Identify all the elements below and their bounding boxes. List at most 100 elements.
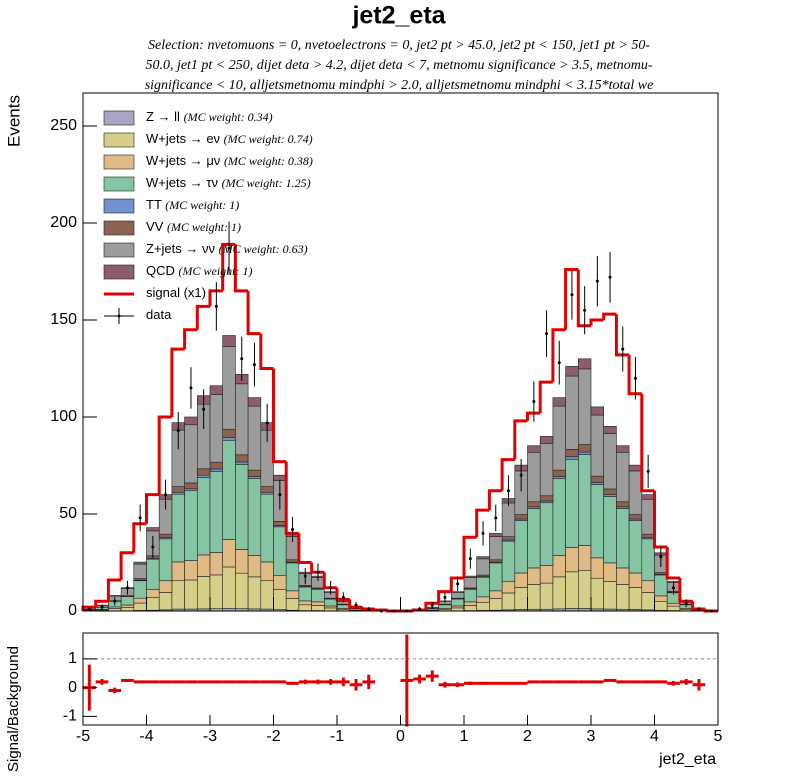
histogram-bar [286,563,299,591]
histogram-bar [578,369,591,445]
histogram-bar [591,482,604,484]
legend-swatch [104,111,134,125]
histogram-bar [121,607,134,610]
histogram-bar [299,587,312,601]
histogram-bar [528,568,541,584]
histogram-bar [616,446,629,453]
data-point [583,309,586,312]
y-axis-label: Signal/Background [5,646,22,772]
histogram-bar [235,455,248,462]
histogram-bar [286,560,299,562]
legend-label: TT [146,197,162,212]
legend-note: (MC weight: 0.34) [184,110,273,124]
x-tick-label: -5 [76,728,90,745]
histogram-bar [629,573,642,588]
chart-title: jet2_eta [351,2,446,30]
legend-label: W+jets → eν [146,131,220,146]
histogram-bar [540,443,553,495]
histogram-bar [553,556,566,577]
histogram-bar [477,597,490,602]
histogram-bar [528,446,541,453]
histogram-bar [540,496,553,501]
legend-note: (MC weight: 1) [165,198,239,212]
data-point [215,305,218,308]
histogram-bar [566,459,579,547]
legend-note: (MC weight: 0.74) [224,132,313,146]
data-point [253,363,256,366]
histogram-bar [274,576,287,590]
data-point [139,516,142,519]
histogram-bar [629,588,642,610]
data-point [278,493,281,496]
histogram-bar [312,589,325,602]
y-tick-label: 0 [68,679,77,696]
data-point [596,280,599,283]
histogram-bar [464,577,477,587]
legend-note: (MC weight: 1) [167,220,241,234]
histogram-bar [185,417,198,425]
legend-label: Z+jets → νν [146,241,215,256]
y-tick-label: 1 [68,650,77,667]
histogram-bar [464,605,477,610]
histogram-bar [578,359,591,369]
data-point [113,600,116,603]
histogram-bar [235,573,248,609]
histogram-bar [667,606,680,610]
histogram-bar [248,406,261,470]
histogram-bar [274,527,287,576]
histogram-bar [566,547,579,571]
histogram-bar [197,469,210,475]
legend-swatch [118,315,121,318]
legend-entry: W+jets → eν (MC weight: 0.74) [146,131,313,146]
histogram-bar [578,571,591,609]
histogram-bar [197,477,210,555]
histogram-bar [629,515,642,519]
histogram-bar [528,452,541,501]
histogram-bar [134,603,147,610]
histogram-bar [540,583,553,609]
histogram-bar [312,605,325,610]
x-axis-label: jet2_eta [658,751,716,768]
data-point [189,386,192,389]
histogram-bar [134,581,147,598]
data-point [634,377,637,380]
histogram-bar [248,398,261,407]
data-point [621,348,624,351]
histogram-bar [324,608,337,611]
histogram-bar [299,601,312,605]
y-tick-label: 200 [50,214,77,231]
histogram-bar [223,429,236,437]
data-point [431,604,434,607]
histogram-bar [540,566,553,583]
data-point [101,606,104,609]
y-tick-label: -1 [63,708,77,725]
histogram-bar [210,462,223,469]
data-point [126,586,129,589]
legend-label: data [146,307,172,322]
histogram-bar [629,471,642,515]
histogram-bar [185,425,198,483]
legend-label: W+jets → μν [146,153,220,168]
histogram-bar [591,407,604,415]
histogram-bar [502,582,515,593]
histogram-bar [210,395,223,463]
histogram-bar [210,552,223,575]
legend-entry: Z → ll (MC weight: 0.34) [146,109,273,124]
histogram-bar [616,584,629,609]
histogram-bar [210,471,223,552]
histogram-bar [172,581,185,609]
histogram-bar [121,605,134,607]
histogram-bar [147,528,160,531]
legend-entry: VV (MC weight: 1) [146,219,241,234]
histogram-bar [591,415,604,476]
histogram-bar [553,406,566,470]
histogram-bar [553,470,566,476]
histogram-bar [159,534,172,537]
legend-swatch [104,177,134,191]
subtitle: significance < 10, alljetsmetnomu mindph… [145,78,654,93]
histogram-bar [464,602,477,605]
histogram-bar [578,545,591,570]
histogram-bar [121,597,134,605]
legend-label: signal (x1) [146,285,206,300]
